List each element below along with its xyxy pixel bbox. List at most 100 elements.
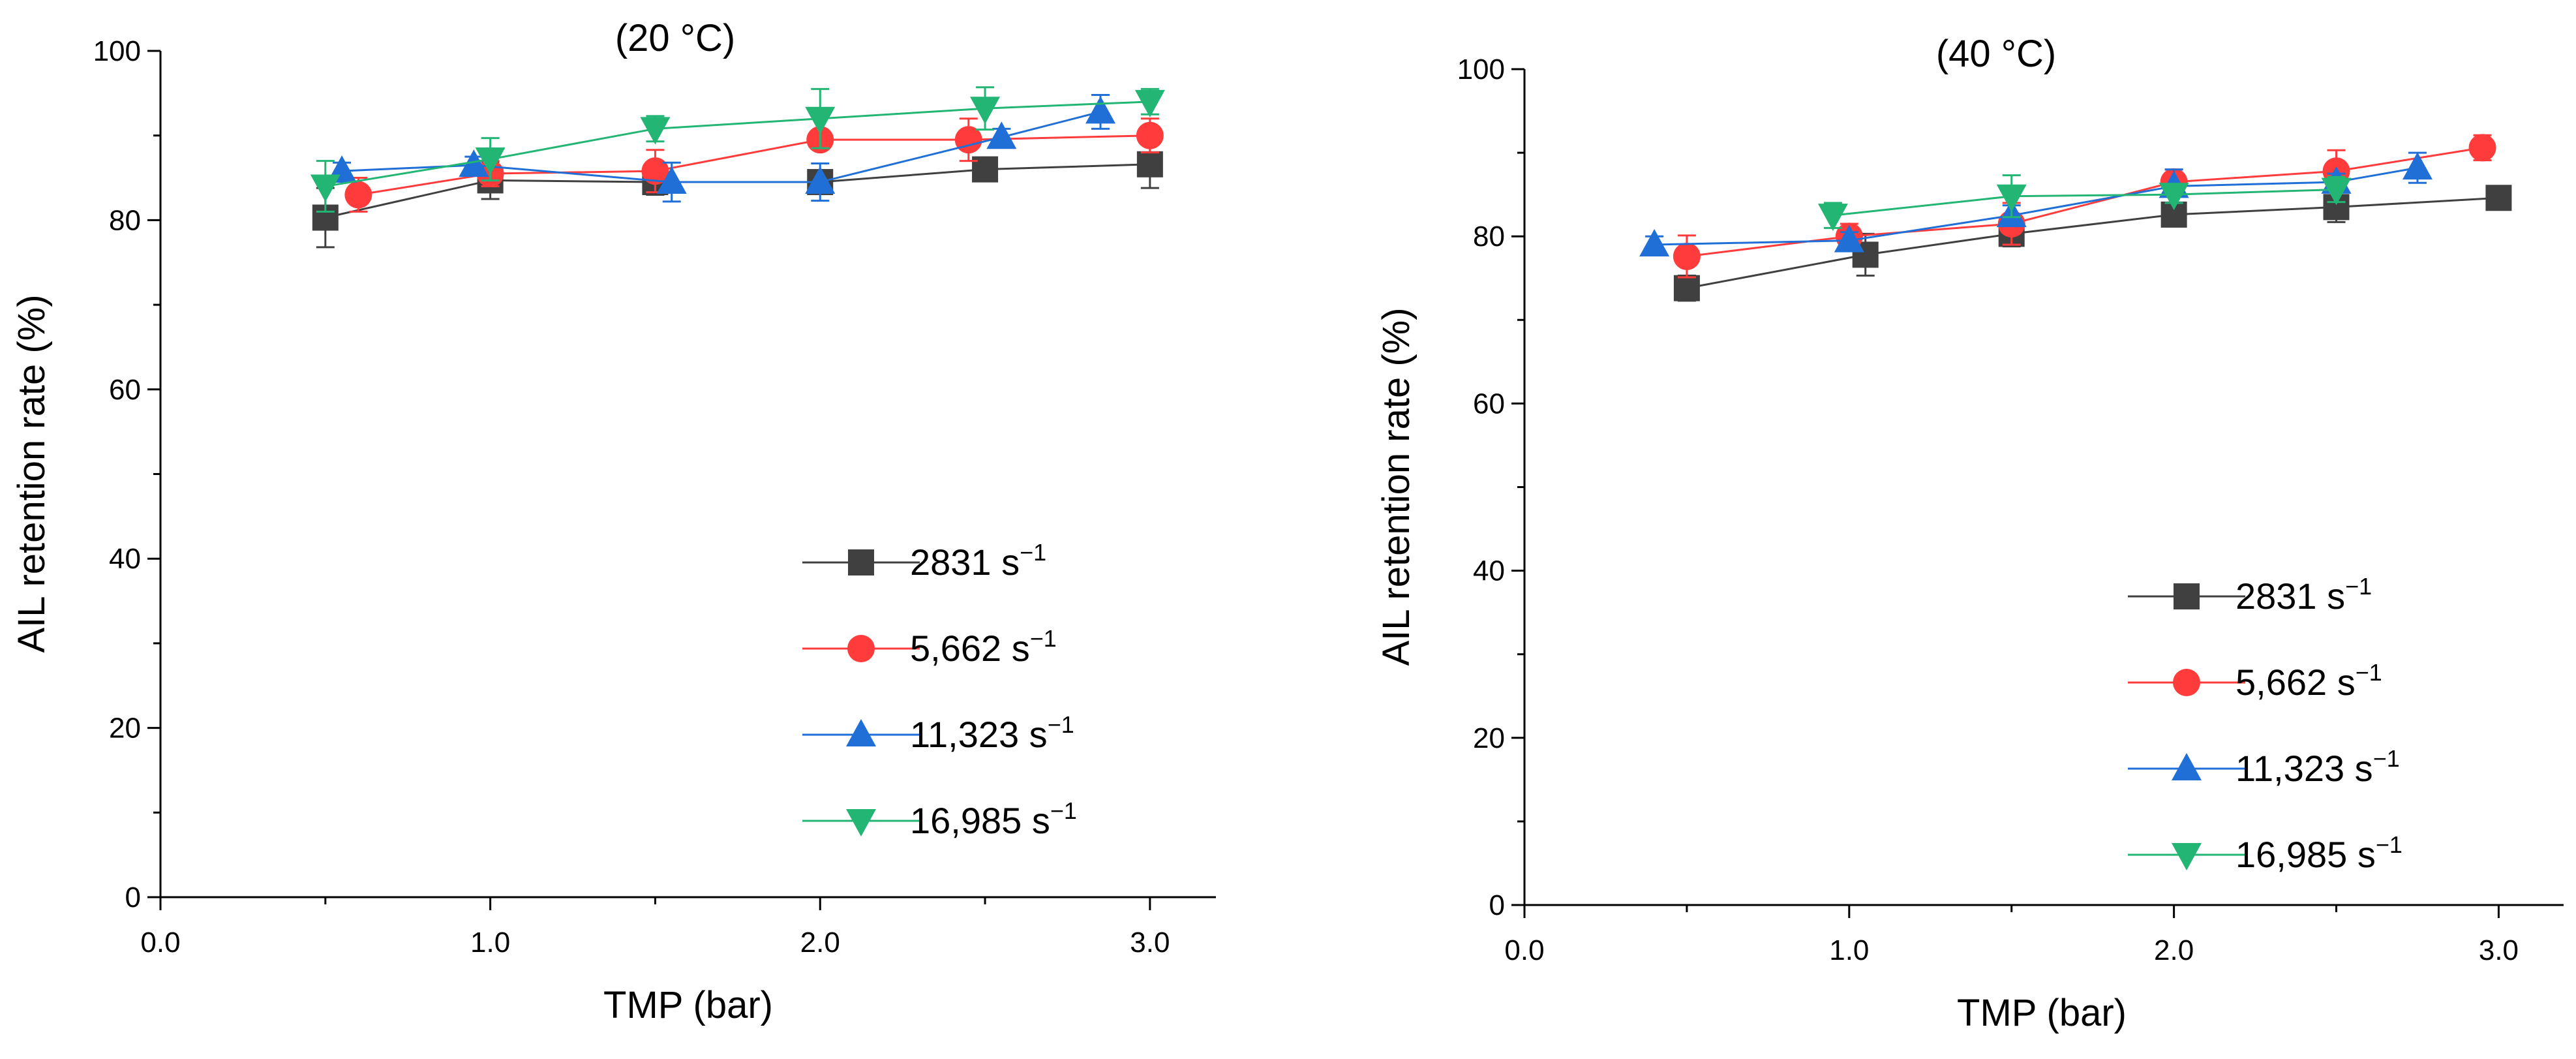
y-tick-label: 40 bbox=[109, 543, 141, 575]
y-tick-label: 60 bbox=[1473, 388, 1505, 420]
data-point bbox=[805, 106, 836, 134]
data-point bbox=[1136, 121, 1164, 149]
y-axis-ticks bbox=[147, 50, 160, 898]
legend-label-sup: −1 bbox=[1048, 711, 1074, 738]
series-line bbox=[1686, 196, 2499, 290]
svg-text:2831 s−1: 2831 s−1 bbox=[2235, 573, 2372, 617]
legend-item-16985: 16,985 s−1 bbox=[802, 797, 1077, 841]
data-point bbox=[656, 166, 687, 194]
y-axis-title: AIL retention rate (%) bbox=[1375, 307, 1417, 666]
data-point bbox=[1834, 224, 1864, 253]
y-tick-label: 20 bbox=[109, 713, 141, 744]
legend-marker bbox=[2172, 753, 2202, 780]
legend-marker bbox=[2172, 843, 2202, 870]
x-tick-label: 0.0 bbox=[1504, 934, 1544, 966]
x-tick-label: 2.0 bbox=[2154, 934, 2194, 966]
x-tick-label: 0.0 bbox=[140, 927, 180, 959]
legend-label: 5,662 s bbox=[2235, 662, 2356, 703]
data-point bbox=[641, 157, 669, 185]
legend-marker-circle bbox=[2173, 669, 2200, 696]
y-tick-label: 0 bbox=[1489, 889, 1505, 921]
legend-marker-square bbox=[2174, 583, 2200, 609]
svg-text:11,323 s−1: 11,323 s−1 bbox=[2235, 745, 2400, 789]
data-point bbox=[344, 181, 372, 209]
data-point bbox=[1085, 96, 1116, 124]
svg-text:16,985 s−1: 16,985 s−1 bbox=[2235, 831, 2402, 875]
data-point bbox=[2321, 177, 2352, 206]
x-tick-label: 2.0 bbox=[800, 927, 840, 959]
chart-panel-20c: (20 °C) 0.0 1.0 2.0 3.0 0 20 40 60 80 10… bbox=[10, 17, 1216, 1026]
series-triangle-down bbox=[1817, 174, 2352, 232]
legend: 2831 s−1 5,662 s−1 11,323 s−1 16,985 s−1 bbox=[2128, 573, 2402, 875]
series-line bbox=[1686, 146, 2483, 258]
series-line bbox=[1832, 188, 2337, 217]
y-tick-label: 80 bbox=[1473, 221, 1505, 253]
series-square bbox=[312, 139, 1163, 249]
legend-label: 2831 s bbox=[910, 542, 1020, 583]
data-point bbox=[310, 174, 341, 202]
data-point bbox=[2402, 152, 2432, 180]
data-point bbox=[2159, 183, 2189, 211]
legend-label: 5,662 s bbox=[910, 628, 1030, 669]
legend: 2831 s−1 5,662 s−1 11,323 s−1 16,985 s−1 bbox=[802, 539, 1077, 841]
legend-label: 2831 s bbox=[2235, 576, 2345, 617]
legend-marker-triangle-up bbox=[846, 719, 876, 746]
chart-title: (40 °C) bbox=[1936, 33, 2056, 75]
y-tick-label: 0 bbox=[125, 882, 141, 913]
legend-item-16985: 16,985 s−1 bbox=[2128, 831, 2402, 875]
y-tick-label: 100 bbox=[93, 35, 141, 67]
legend-label: 16,985 s bbox=[910, 800, 1050, 841]
x-axis-title: TMP (bar) bbox=[1957, 992, 2127, 1034]
legend-marker bbox=[847, 635, 875, 662]
svg-text:5,662 s−1: 5,662 s−1 bbox=[2235, 659, 2382, 703]
data-point bbox=[2468, 134, 2496, 162]
legend-marker bbox=[846, 719, 876, 746]
legend-marker bbox=[2173, 669, 2200, 696]
series-line bbox=[325, 163, 1150, 219]
series-line bbox=[1654, 166, 2418, 246]
x-axis-ticks bbox=[159, 897, 1151, 910]
legend-label-sup: −1 bbox=[2376, 831, 2402, 858]
data-point bbox=[640, 117, 671, 145]
legend-item-11323: 11,323 s−1 bbox=[2128, 745, 2400, 789]
legend-label-sup: −1 bbox=[2356, 659, 2382, 686]
x-tick-label: 1.0 bbox=[470, 927, 510, 959]
svg-text:5,662 s−1: 5,662 s−1 bbox=[910, 625, 1057, 669]
data-point bbox=[1673, 275, 1700, 301]
data-point bbox=[805, 166, 836, 194]
legend-item-5662: 5,662 s−1 bbox=[802, 625, 1057, 669]
y-tick-label: 20 bbox=[1473, 722, 1505, 754]
series-triangle-up bbox=[1639, 151, 2432, 257]
series-triangle-down bbox=[310, 86, 1165, 213]
y-axis-title: AIL retention rate (%) bbox=[10, 294, 53, 652]
legend-label-sup: −1 bbox=[1030, 625, 1057, 652]
legend-label-sup: −1 bbox=[2345, 573, 2372, 600]
data-point bbox=[475, 147, 506, 176]
chart-title: (20 °C) bbox=[615, 17, 735, 59]
y-axis-ticks bbox=[1511, 68, 1524, 906]
data-point bbox=[459, 149, 489, 177]
plot-area bbox=[1639, 134, 2512, 302]
chart-panel-40c: (40 °C) 0.0 1.0 2.0 3.0 0 20 40 60 80 10… bbox=[1375, 33, 2564, 1034]
data-point bbox=[1639, 229, 1670, 257]
y-tick-label: 100 bbox=[1457, 54, 1505, 85]
legend-marker bbox=[2174, 583, 2200, 609]
legend-marker-square bbox=[848, 549, 874, 576]
legend-item-2831: 2831 s−1 bbox=[802, 539, 1046, 583]
x-tick-label: 3.0 bbox=[1130, 927, 1170, 959]
x-axis-title: TMP (bar) bbox=[603, 984, 773, 1026]
legend-item-2831: 2831 s−1 bbox=[2128, 573, 2372, 617]
data-point bbox=[2485, 185, 2512, 211]
data-point bbox=[1673, 242, 1701, 270]
data-point bbox=[1136, 151, 1163, 177]
legend-label: 11,323 s bbox=[2235, 748, 2373, 789]
legend-marker-triangle-up bbox=[2172, 753, 2202, 780]
y-tick-label: 40 bbox=[1473, 555, 1505, 587]
data-point bbox=[1134, 89, 1165, 117]
legend-item-11323: 11,323 s−1 bbox=[802, 711, 1074, 755]
legend-label-sup: −1 bbox=[1050, 797, 1077, 824]
legend-marker-triangle-down bbox=[2172, 843, 2202, 870]
legend-label-sup: −1 bbox=[1020, 539, 1046, 566]
